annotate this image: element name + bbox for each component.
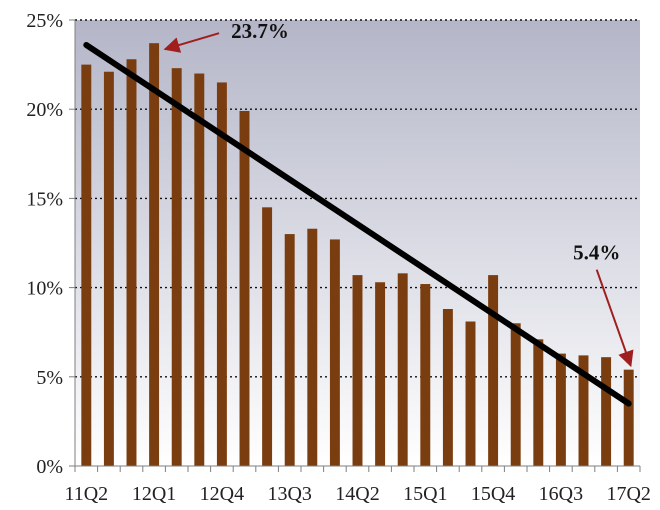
bar [126,59,137,467]
x-tick-label: 17Q2 [606,483,650,505]
bar [81,64,92,466]
y-tick-label: 20% [26,99,63,121]
x-tick-label: 15Q1 [403,483,447,505]
y-tick-label: 0% [36,456,63,478]
bar [149,43,160,466]
gridlines [75,19,640,378]
bar [420,284,431,466]
annotation-arrow [595,269,634,368]
annotation-label: 23.7% [231,19,289,43]
bar [578,355,589,466]
annotations: 23.7% 5.4% [163,19,634,368]
bar [239,110,250,466]
bar [465,321,476,466]
trendline [83,41,632,407]
y-tick-label: 5% [36,367,63,389]
bar [329,239,340,466]
x-tick-label: 12Q4 [200,483,244,505]
bar [171,68,182,466]
bar [533,339,544,466]
bar [307,228,318,466]
bar [375,282,386,466]
x-tick-label: 14Q2 [335,483,379,505]
trendline-group [83,41,632,407]
annotation-label: 5.4% [573,241,620,265]
bar [623,369,634,466]
bar [262,207,273,466]
y-tick-label: 25% [26,10,63,32]
bar [488,275,499,466]
x-tick-label: 15Q4 [471,483,515,505]
bar [352,275,363,466]
y-tick-label: 10% [26,278,63,300]
bar [216,82,227,466]
y-axis-ticks: 0% 5% 10% 15% 20% 25% [26,10,63,478]
y-tick-label: 15% [26,188,63,210]
x-tick-label: 16Q3 [539,483,583,505]
x-axis-ticks: 11Q2 12Q1 12Q4 13Q3 14Q2 15Q1 15Q4 16Q3 17Q2 [64,483,650,505]
bar [555,353,566,466]
bar [103,71,114,467]
axes [69,19,641,472]
x-tick-label: 13Q3 [267,483,311,505]
x-tick-label: 11Q2 [64,483,108,505]
bar-series [81,43,634,467]
bar [397,273,408,466]
bar [194,73,205,467]
bar [284,234,295,466]
bar [442,309,453,466]
annotation-arrow [163,32,220,53]
bar [510,323,521,466]
bar [601,357,612,466]
x-tick-label: 12Q1 [132,483,176,505]
